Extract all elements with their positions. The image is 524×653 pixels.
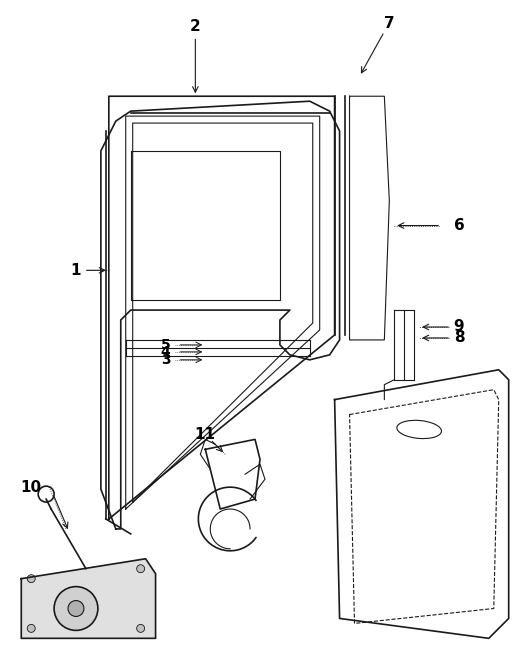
Circle shape [137,624,145,632]
Circle shape [27,624,35,632]
Text: 11: 11 [195,427,216,442]
Circle shape [54,586,98,630]
Text: 5: 5 [161,338,170,352]
Text: 8: 8 [454,330,464,345]
Circle shape [137,565,145,573]
Text: 4: 4 [161,345,170,359]
Text: 2: 2 [190,19,201,34]
Text: 6: 6 [454,218,464,233]
Circle shape [27,575,35,582]
Polygon shape [21,559,156,639]
Circle shape [68,601,84,616]
Text: 1: 1 [71,263,81,278]
Text: 3: 3 [161,353,170,367]
Text: 7: 7 [384,16,395,31]
Text: 9: 9 [454,319,464,334]
Text: 10: 10 [20,480,42,494]
